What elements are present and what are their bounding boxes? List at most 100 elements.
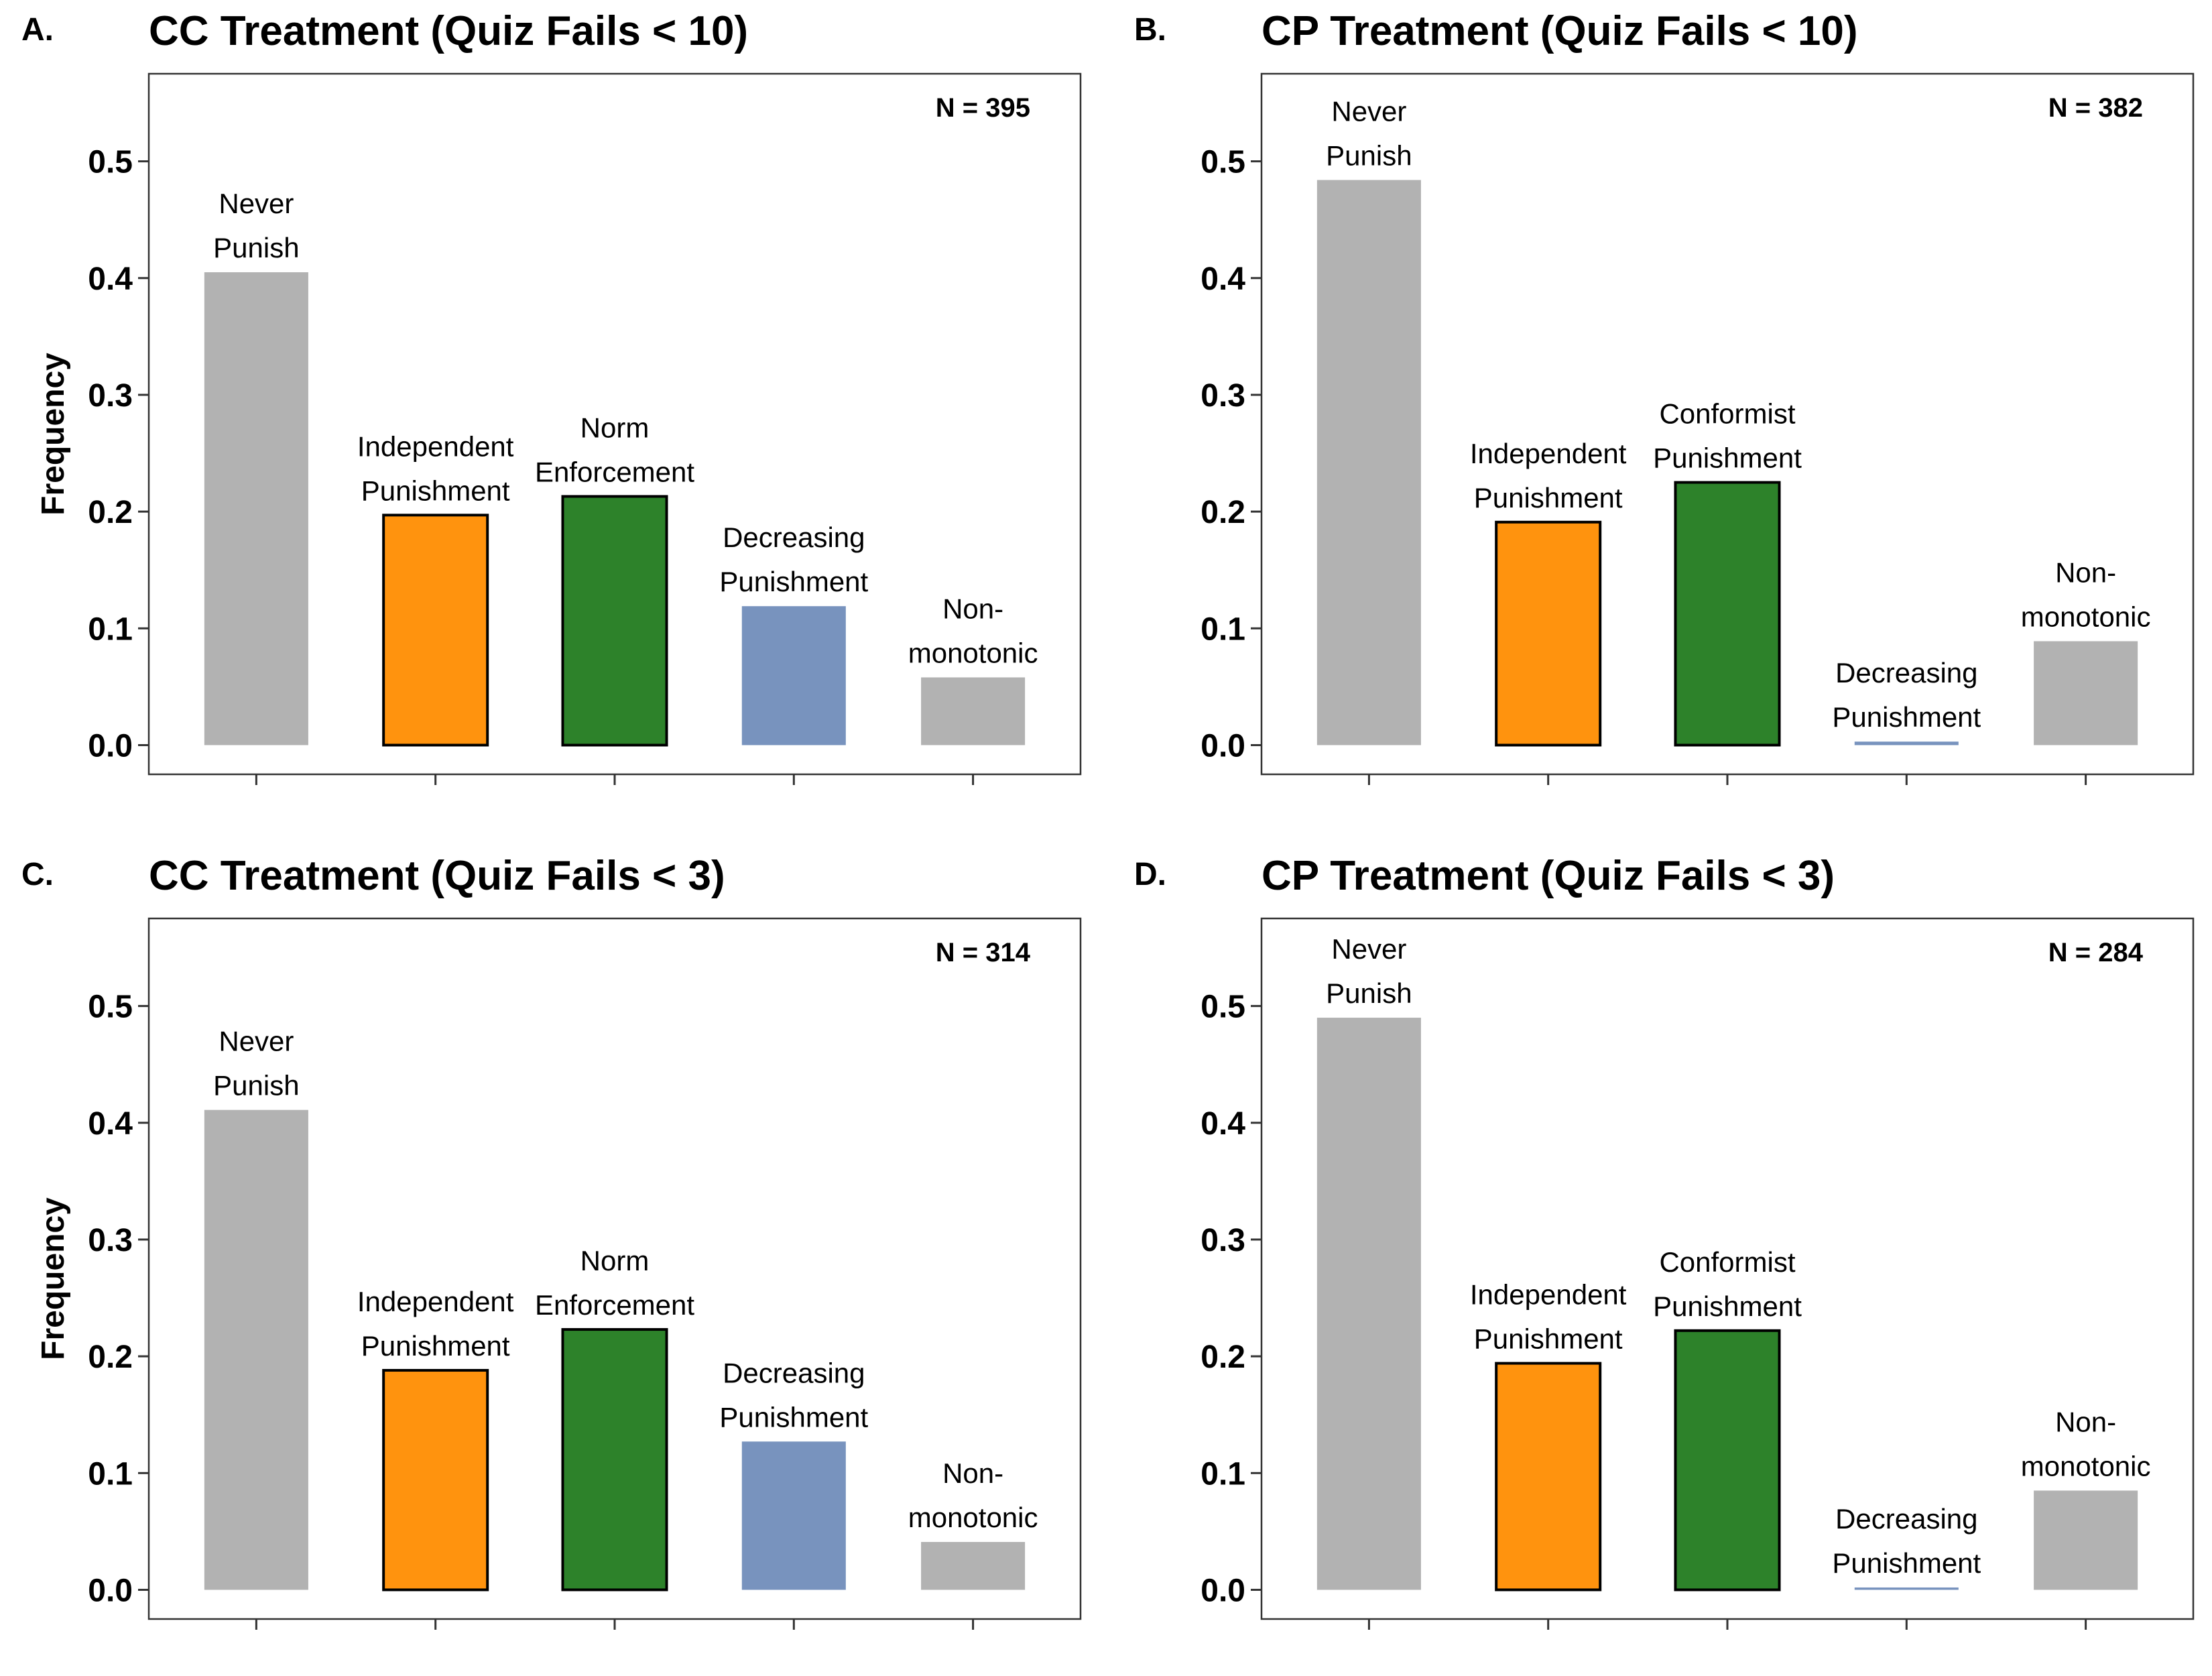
chart-panel-2: B. CP Treatment (Quiz Fails < 10) 0.0 0.1 0.…: [1134, 8, 2195, 785]
bar: [204, 1110, 308, 1590]
bar-label: Punishment: [1832, 1547, 1981, 1579]
y-tick-label: 0.4: [1201, 261, 1245, 297]
bar: [1854, 1587, 1959, 1590]
bar-label: Punishment: [361, 475, 510, 506]
bar-label: Independent: [1470, 1279, 1627, 1311]
bar: [2034, 641, 2138, 745]
bar: [561, 1328, 668, 1592]
bar-label: Non-: [2055, 1406, 2116, 1437]
y-tick-label: 0.5: [88, 145, 133, 180]
y-tick-label: 0.0: [1201, 1573, 1245, 1608]
bar: [1495, 1362, 1602, 1592]
bar-label: Punishment: [1474, 482, 1623, 514]
bar: [2034, 1490, 2138, 1590]
bar-label: Never: [219, 188, 294, 219]
bar-label: Never: [219, 1026, 294, 1057]
bar: [204, 272, 308, 745]
chart-title: CP Treatment (Quiz Fails < 10): [1262, 8, 1858, 54]
bar-label: Never: [1331, 95, 1406, 127]
bar: [382, 514, 489, 747]
chart-title: CC Treatment (Quiz Fails < 3): [149, 853, 725, 899]
panel-letter: D.: [1134, 857, 1166, 892]
bar-label: Punish: [1326, 977, 1412, 1009]
y-tick-label: 0.3: [88, 1223, 133, 1258]
sample-size-label: N = 395: [936, 93, 1030, 123]
bar-label: monotonic: [908, 637, 1038, 668]
y-tick-label: 0.1: [88, 1456, 133, 1492]
bar-label: Independent: [357, 1286, 514, 1317]
bar-label: Enforcement: [535, 1289, 694, 1321]
sample-size-label: N = 382: [2048, 93, 2143, 123]
y-tick-label: 0.2: [1201, 495, 1245, 530]
bar-label: Independent: [1470, 438, 1627, 469]
bar-label: Non-: [942, 1457, 1003, 1489]
y-tick-label: 0.5: [1201, 145, 1245, 180]
sample-size-label: N = 314: [936, 938, 1031, 967]
bar-label: Decreasing: [723, 1357, 865, 1388]
bar-label: Punishment: [1653, 442, 1802, 474]
y-tick-label: 0.4: [1201, 1106, 1245, 1142]
y-tick-label: 0.3: [1201, 1223, 1245, 1258]
y-tick-label: 0.4: [88, 261, 133, 297]
bar: [1854, 741, 1959, 745]
y-tick-label: 0.2: [88, 495, 133, 530]
bar: [921, 677, 1026, 745]
bar-label: Decreasing: [1835, 1503, 1977, 1535]
panel-letter: C.: [21, 857, 54, 892]
panel-letter: A.: [21, 12, 54, 48]
chart-panel-1: A. CC Treatment (Quiz Fails < 10) 0.0 0.1 0.…: [21, 8, 1082, 785]
chart-panel-4: D. CP Treatment (Quiz Fails < 3) 0.0 0.1 0.2…: [1134, 853, 2195, 1630]
chart-panel-3: C. CC Treatment (Quiz Fails < 3) 0.0 0.1 0.2…: [21, 853, 1082, 1630]
y-axis-label: Frequency: [36, 1197, 71, 1360]
y-tick-label: 0.1: [88, 611, 133, 647]
y-axis-label: Frequency: [36, 353, 71, 516]
y-tick-label: 0.3: [1201, 378, 1245, 414]
bar-label: Punishment: [719, 566, 868, 597]
bar-label: monotonic: [2021, 601, 2151, 632]
bar-label: Decreasing: [1835, 657, 1977, 689]
bar-label: Norm: [580, 412, 650, 443]
bar-label: Decreasing: [723, 522, 865, 553]
bar-label: monotonic: [908, 1502, 1038, 1533]
y-tick-label: 0.0: [1201, 728, 1245, 764]
y-tick-label: 0.4: [88, 1106, 133, 1142]
bar-label: Independent: [357, 430, 514, 462]
bar: [1495, 520, 1602, 747]
bar-label: Punish: [213, 232, 299, 263]
y-tick-label: 0.2: [1201, 1339, 1245, 1375]
y-tick-label: 0.2: [88, 1339, 133, 1375]
chart-title: CC Treatment (Quiz Fails < 10): [149, 8, 748, 54]
y-tick-label: 0.5: [1201, 990, 1245, 1025]
bar-label: Punishment: [1653, 1291, 1802, 1322]
bar-label: Enforcement: [535, 456, 694, 487]
bar: [1674, 1329, 1781, 1592]
bar-label: Punishment: [719, 1401, 868, 1433]
bar: [561, 495, 668, 747]
y-tick-label: 0.0: [88, 728, 133, 764]
bar: [741, 1441, 846, 1590]
sample-size-label: N = 284: [2048, 938, 2144, 967]
bar: [741, 606, 846, 745]
bar-label: Punish: [213, 1070, 299, 1101]
bar-label: Punishment: [1832, 701, 1981, 733]
bar-label: monotonic: [2021, 1450, 2151, 1482]
bar-label: Punish: [1326, 139, 1412, 171]
bar: [382, 1369, 489, 1592]
y-tick-label: 0.1: [1201, 611, 1245, 647]
bar: [1316, 180, 1421, 745]
chart-title: CP Treatment (Quiz Fails < 3): [1262, 853, 1835, 899]
bar-label: Non-: [2055, 556, 2116, 588]
bar: [1316, 1018, 1421, 1590]
bar-label: Conformist: [1659, 398, 1795, 430]
bar-label: Conformist: [1659, 1246, 1795, 1278]
bar: [1674, 481, 1781, 747]
bar-label: Norm: [580, 1245, 650, 1276]
bar-label: Punishment: [361, 1330, 510, 1362]
y-tick-label: 0.3: [88, 378, 133, 414]
bar-label: Non-: [942, 593, 1003, 624]
bar: [921, 1542, 1026, 1590]
y-tick-label: 0.1: [1201, 1456, 1245, 1492]
bar-label: Never: [1331, 933, 1406, 965]
y-tick-label: 0.5: [88, 990, 133, 1025]
